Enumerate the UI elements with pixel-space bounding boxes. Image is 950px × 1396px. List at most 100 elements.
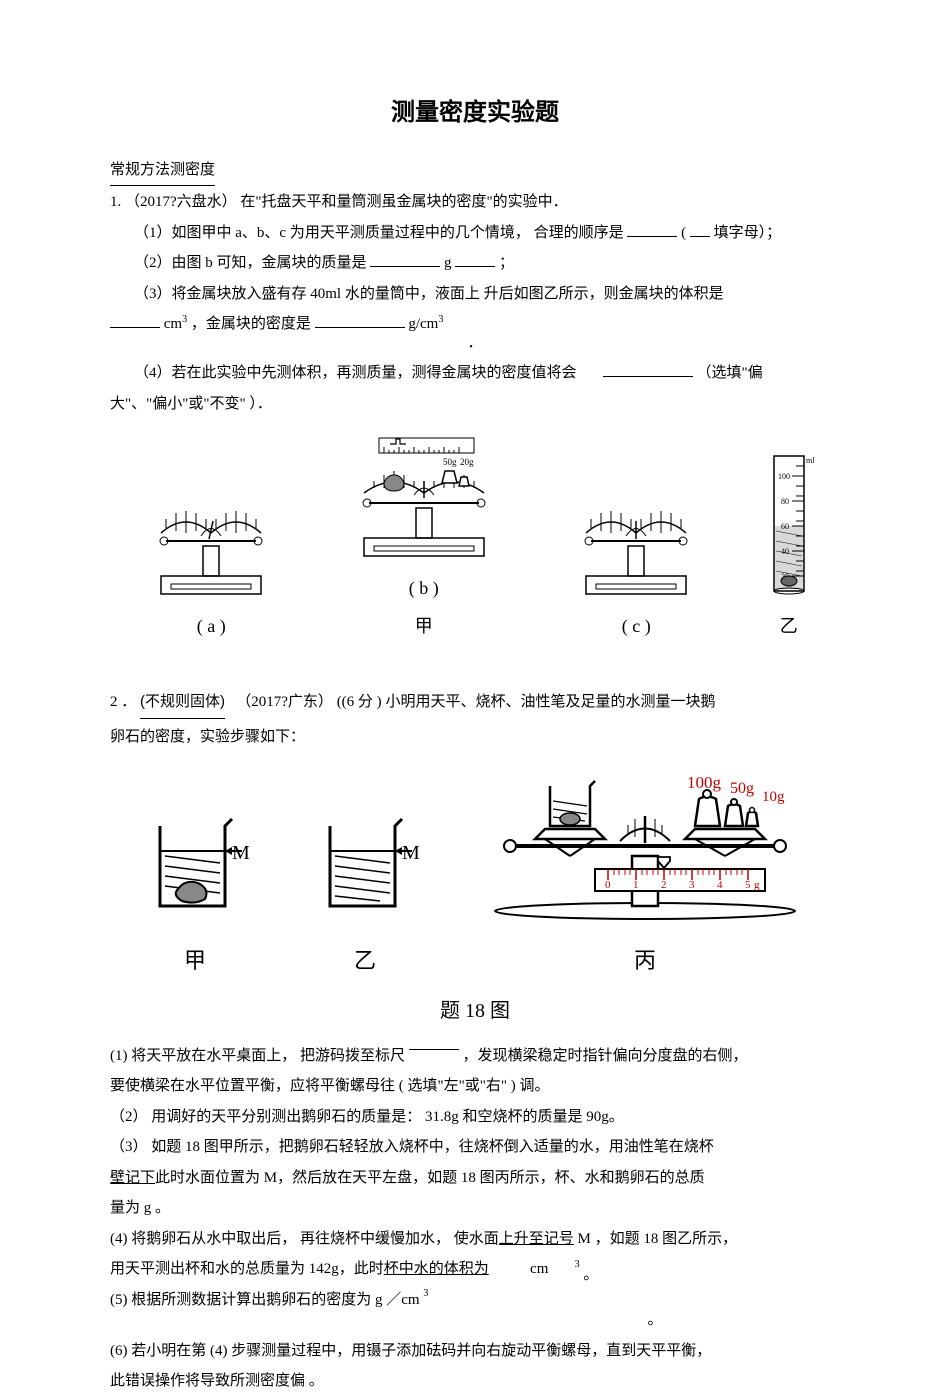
blank: [110, 314, 160, 328]
weight-20g: 20g: [460, 457, 474, 467]
svg-text:0: 0: [605, 879, 611, 891]
q1-num: 1.: [110, 194, 121, 210]
q1-p4: （4）若在此实验中先测体积，再测质量，测得金属块的密度值将会 （选填"偏: [110, 359, 840, 388]
weight-50g: 50g: [443, 457, 457, 467]
q2-p3-pre: 壁记下: [110, 1170, 155, 1186]
blank: [627, 223, 677, 237]
mark-M: M: [402, 842, 420, 864]
unit-gcm: g/cm: [408, 316, 438, 332]
svg-text:3: 3: [689, 879, 695, 891]
q2-p4-b-text: 用天平测出杯和水的总质量为 142g，此时: [110, 1261, 384, 1277]
fig-label-a: ( a ): [136, 609, 286, 643]
q1-p1-tail: 填字母）；: [714, 225, 782, 241]
q2-p3-a: （3） 如题 18 图甲所示，把鹅卵石轻轻放入烧杯中，往烧杯倒入适量的水，用油性…: [110, 1139, 714, 1155]
fig-label-jia: 甲: [339, 609, 509, 643]
balance-b-wrap: 50g 20g ( b ) 甲: [339, 433, 509, 643]
blank: [690, 223, 710, 237]
q2-p1-a: (1) 将天平放在水平桌面上， 把游码拨至标尺: [110, 1048, 405, 1064]
cylinder-svg: ml 100 80 60 40 20: [764, 451, 814, 601]
q1-p3-mid: ，金属块的密度是: [191, 316, 311, 332]
svg-text:1: 1: [633, 879, 639, 891]
svg-text:g: g: [754, 879, 760, 891]
q2-stem-b-text: 卵石的密度，实验步骤如下：: [110, 729, 305, 745]
blank: [370, 253, 440, 267]
blank: [315, 314, 405, 328]
balance-a-wrap: ( a ): [136, 491, 286, 643]
q2-p5: (5) 根据所测数据计算出鹅卵石的密度为 g ／cm 3 。: [110, 1286, 840, 1335]
q1-p3-text: （3）将金属块放入盛有存 40ml 水的量筒中，液面上 升后如图乙所示，则金属块…: [134, 286, 724, 302]
blank: [409, 1036, 459, 1050]
q2-p3-d: 量为 g 。: [110, 1194, 840, 1223]
q2-p1-c: 要使横梁在水平位置平衡，应将平衡螺母往 ( 选填"左"或"右" ) 调。: [110, 1072, 840, 1101]
q1-text: 在"托盘天平和量筒测虽金属块的密度"的实验中．: [240, 194, 567, 210]
q1-p2: （2）由图 b 可知，金属块的质量是 g ；: [110, 249, 840, 278]
section-label: 常规方法测密度: [110, 156, 215, 187]
q2-p1-c-text: 要使横梁在水平位置平衡，应将平衡螺母往 ( 选填"左"或"右" ) 调。: [110, 1078, 550, 1094]
q1-p4-tail: （选填"偏: [697, 365, 763, 381]
cylinder-wrap: ml 100 80 60 40 20 乙: [764, 451, 814, 643]
weight-10g: 10g: [762, 789, 785, 805]
unit-cm: cm: [164, 316, 182, 332]
q1-p4-c: 大"、"偏小"或"不变" ）．: [110, 396, 272, 412]
beaker-jia-svg: M: [140, 801, 250, 921]
q2-p3-d-text: 量为 g 。: [110, 1200, 170, 1216]
fig-label-yi: 乙: [764, 609, 814, 643]
q2-p5-a: (5) 根据所测数据计算出鹅卵石的密度为 g ／cm: [110, 1292, 420, 1308]
balance-c-svg: [561, 491, 711, 601]
figure2-row: M 甲 M 乙: [110, 761, 840, 981]
svg-text:100: 100: [778, 472, 790, 481]
svg-text:5: 5: [745, 879, 751, 891]
fig-label-c: ( c ): [561, 609, 711, 643]
balance-a-svg: [136, 491, 286, 601]
sup-3: 3: [438, 314, 443, 325]
q1-p2-text: （2）由图 b 可知，金属块的质量是: [134, 255, 367, 271]
period: ．: [467, 335, 482, 351]
q2-p4-a3: M ，如题 18 图乙所示，: [574, 1231, 737, 1247]
q2-p1-b: ，发现横梁稳定时指针偏向分度盘的右侧，: [463, 1048, 748, 1064]
q2-source: （2017?广东）: [236, 694, 333, 710]
balance-b-svg: 50g 20g: [339, 433, 509, 563]
svg-text:4: 4: [717, 879, 723, 891]
balance-bing-svg: 100g 50g 10g 0 1 2 3 4 5 g: [480, 761, 810, 921]
q2-p4-a2: 上升至记号: [499, 1231, 574, 1247]
q2-p2: （2） 用调好的天平分别测出鹅卵石的质量是： 31.8g 和空烧杯的质量是 90…: [110, 1103, 840, 1132]
q2-stem: 2 ． (不规则固体) （2017?广东） ((6 分 ) 小明用天平、烧杯、油…: [110, 688, 840, 721]
fig2-jia: 甲: [140, 940, 250, 982]
balance-c-wrap: ( c ): [561, 491, 711, 643]
q2-p4-b2: 杯中水的体积为: [384, 1261, 489, 1277]
sup-3: 3: [423, 1288, 428, 1299]
q2-p2-text: （2） 用调好的天平分别测出鹅卵石的质量是： 31.8g 和空烧杯的质量是 90…: [110, 1109, 624, 1125]
beaker-yi-svg: M: [310, 801, 420, 921]
page-title: 测量密度实验题: [110, 90, 840, 136]
figure1-row: ( a ) 50g 20g (: [110, 433, 840, 643]
q1-p4-text: （4）若在此实验中先测体积，再测质量，测得金属块的密度值将会: [134, 365, 577, 381]
q1-p3: （3）将金属块放入盛有存 40ml 水的量筒中，液面上 升后如图乙所示，则金属块…: [110, 280, 840, 309]
fig-label-b: ( b ): [339, 571, 509, 605]
q2-stem-a: 小明用天平、烧杯、油性笔及足量的水测量一块鹅: [385, 694, 715, 710]
period: 。: [583, 1267, 598, 1283]
q2-p6-b-text: 此错误操作将导致所测密度偏 。: [110, 1373, 324, 1389]
blank: [455, 253, 495, 267]
q2-p3: （3） 如题 18 图甲所示，把鹅卵石轻轻放入烧杯中，往烧杯倒入适量的水，用油性…: [110, 1133, 840, 1162]
q2-p6-a: (6) 若小明在第 (4) 步骤测量过程中，用镊子添加砝码并向右旋动平衡螺母，直…: [110, 1343, 711, 1359]
q2-num: 2 ．: [110, 694, 136, 710]
period: 。: [647, 1312, 662, 1328]
weight-50g: 50g: [730, 780, 754, 797]
q2-p6-b: 此错误操作将导致所测密度偏 。: [110, 1367, 840, 1396]
q2-stem-b: 卵石的密度，实验步骤如下：: [110, 723, 840, 752]
q2-type: (不规则固体): [140, 688, 225, 719]
paren: (: [681, 225, 686, 241]
q1-p1: （1）如图甲中 a、b、c 为用天平测质量过程中的几个情境， 合理的顺序是 ( …: [110, 219, 840, 248]
beaker-yi-wrap: M 乙: [310, 801, 420, 981]
unit-cm: cm: [530, 1261, 548, 1277]
q1-p3-line2: cm3 ，金属块的密度是 g/cm3 ．: [110, 310, 840, 357]
svg-text:80: 80: [781, 497, 789, 506]
blank: [603, 363, 693, 377]
q1-p4-line2: 大"、"偏小"或"不变" ）．: [110, 390, 840, 419]
q2-pts: ((6 分 ): [337, 694, 382, 710]
q2-p3-b-text: 此时水面位置: [155, 1170, 245, 1186]
sup-3: 3: [575, 1259, 580, 1270]
cyl-unit: ml: [806, 456, 814, 465]
q1-stem: 1. （2017?六盘水） 在"托盘天平和量筒测虽金属块的密度"的实验中．: [110, 188, 840, 217]
balance-bing-wrap: 100g 50g 10g 0 1 2 3 4 5 g 丙: [480, 761, 810, 981]
